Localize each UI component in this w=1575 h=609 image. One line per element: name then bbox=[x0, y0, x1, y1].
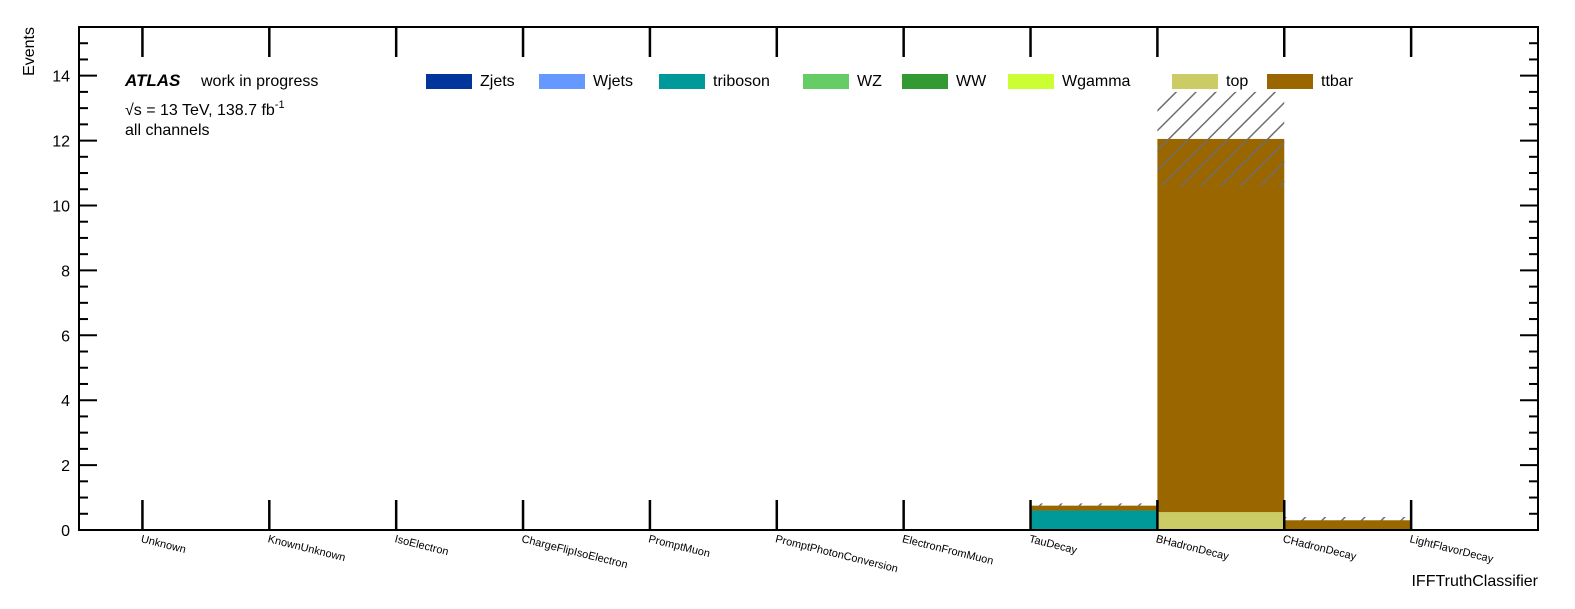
y-tick-label: 14 bbox=[52, 69, 70, 86]
x-axis-label: IFFTruthClassifier bbox=[1411, 573, 1538, 590]
legend-label: WZ bbox=[857, 73, 882, 90]
legend-swatch bbox=[1267, 74, 1313, 89]
x-tick-label: ChargeFlipIsoElectron bbox=[520, 533, 629, 571]
legend-item-Zjets: Zjets bbox=[426, 73, 515, 90]
y-tick-label: 2 bbox=[61, 458, 70, 475]
legend-label: Zjets bbox=[480, 73, 515, 90]
legend-item-Wjets: Wjets bbox=[539, 73, 633, 90]
bar-triboson bbox=[1030, 510, 1158, 530]
plot-frame bbox=[78, 26, 1539, 531]
atlas-label: ATLAS work in progress √s = 13 TeV, 138.… bbox=[124, 71, 318, 139]
legend-label: Wjets bbox=[593, 73, 633, 90]
legend-item-WW: WW bbox=[902, 73, 987, 90]
uncertainty-layer bbox=[1030, 91, 1412, 521]
legend: Zjets Wjets triboson WZ WW Wgamma top ttbar bbox=[426, 73, 1354, 90]
legend-item-top: top bbox=[1172, 73, 1248, 90]
x-tick-label: IsoElectron bbox=[393, 533, 449, 558]
legend-label: WW bbox=[956, 73, 987, 90]
y-tick-label: 8 bbox=[61, 263, 70, 280]
bar-ttbar bbox=[1284, 520, 1412, 530]
bar-top bbox=[1157, 512, 1285, 530]
legend-label: triboson bbox=[713, 73, 770, 90]
y-tick-label: 6 bbox=[61, 328, 70, 345]
x-tick-label: PromptMuon bbox=[647, 533, 711, 560]
uncertainty-band bbox=[1030, 503, 1158, 507]
legend-label: ttbar bbox=[1321, 73, 1354, 90]
x-tick-label: LightFlavorDecay bbox=[1408, 533, 1494, 565]
y-tick-label: 10 bbox=[52, 198, 70, 215]
legend-swatch bbox=[539, 74, 585, 89]
x-tick-label: KnownUnknown bbox=[267, 533, 347, 564]
legend-item-Wgamma: Wgamma bbox=[1008, 73, 1131, 90]
y-tick-label: 4 bbox=[61, 393, 70, 410]
status-text: work in progress bbox=[200, 73, 318, 90]
x-tick-label: PromptPhotonConversion bbox=[774, 533, 899, 575]
legend-label: Wgamma bbox=[1062, 73, 1131, 90]
legend-swatch bbox=[659, 74, 705, 89]
uncertainty-band bbox=[1284, 517, 1412, 521]
legend-swatch bbox=[1172, 74, 1218, 89]
x-tick-label: BHadronDecay bbox=[1155, 533, 1231, 563]
y-tick-label: 12 bbox=[52, 134, 70, 151]
legend-item-WZ: WZ bbox=[803, 73, 882, 90]
legend-item-triboson: triboson bbox=[659, 73, 770, 90]
legend-swatch bbox=[1008, 74, 1054, 89]
legend-swatch bbox=[803, 74, 849, 89]
bar-ttbar bbox=[1030, 505, 1158, 511]
legend-swatch bbox=[426, 74, 472, 89]
bars-layer bbox=[1030, 138, 1412, 530]
legend-swatch bbox=[902, 74, 948, 89]
bar-ttbar bbox=[1157, 138, 1285, 513]
x-tick-label: ElectronFromMuon bbox=[901, 533, 995, 567]
legend-item-ttbar: ttbar bbox=[1267, 73, 1354, 90]
x-tick-label: TauDecay bbox=[1028, 533, 1079, 557]
energy-lumi-text: √s = 13 TeV, 138.7 fb-1 bbox=[125, 99, 285, 119]
x-tick-label: CHadronDecay bbox=[1282, 533, 1358, 563]
x-tick-label: Unknown bbox=[140, 533, 187, 556]
uncertainty-band bbox=[1157, 91, 1285, 187]
y-tick-label: 0 bbox=[61, 523, 70, 540]
y-axis-label: Events bbox=[21, 27, 38, 76]
atlas-logo-text: ATLAS bbox=[124, 71, 181, 90]
channel-text: all channels bbox=[125, 122, 210, 139]
legend-label: top bbox=[1226, 73, 1248, 90]
